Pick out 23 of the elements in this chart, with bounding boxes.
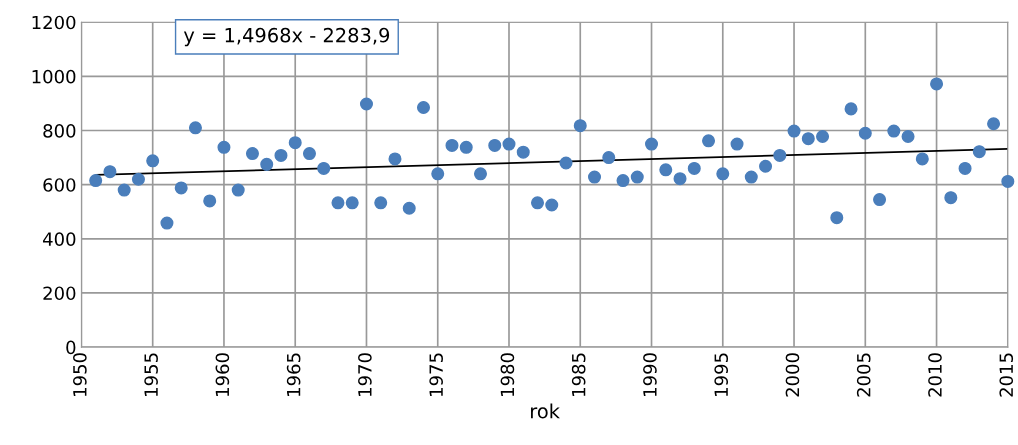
- y-tick-label: 400: [43, 232, 76, 246]
- y-tick-label: 0: [66, 340, 76, 355]
- x-tick-label: 1980: [500, 353, 515, 396]
- x-tick-label: 1950: [73, 353, 87, 396]
- y-tick-label: 200: [43, 286, 76, 301]
- x-axis-title: rok: [531, 403, 560, 419]
- x-tick-label: 1985: [571, 353, 586, 396]
- x-tick-label: 1955: [144, 353, 158, 396]
- y-tick-label: 1000: [32, 69, 76, 84]
- x-tick-label: 2000: [785, 353, 800, 397]
- x-tick-label: 1960: [215, 353, 230, 396]
- x-tick-label: 1995: [714, 353, 729, 396]
- x-tick-label: 1975: [429, 353, 443, 396]
- x-tick-label: 1965: [286, 353, 301, 396]
- x-tick-label: 2010: [928, 353, 942, 397]
- annotation: y = 1,4968x - 2283,9: [183, 27, 390, 47]
- x-tick-label: 1970: [358, 353, 372, 396]
- y-tick-label: 800: [43, 123, 76, 138]
- x-tick-label: 1990: [643, 353, 657, 396]
- y-tick-label: 1200: [32, 15, 76, 30]
- x-tick-label: 2005: [856, 353, 871, 397]
- y-tick-label: 600: [43, 178, 76, 192]
- x-tick-label: 2015: [999, 353, 1014, 397]
